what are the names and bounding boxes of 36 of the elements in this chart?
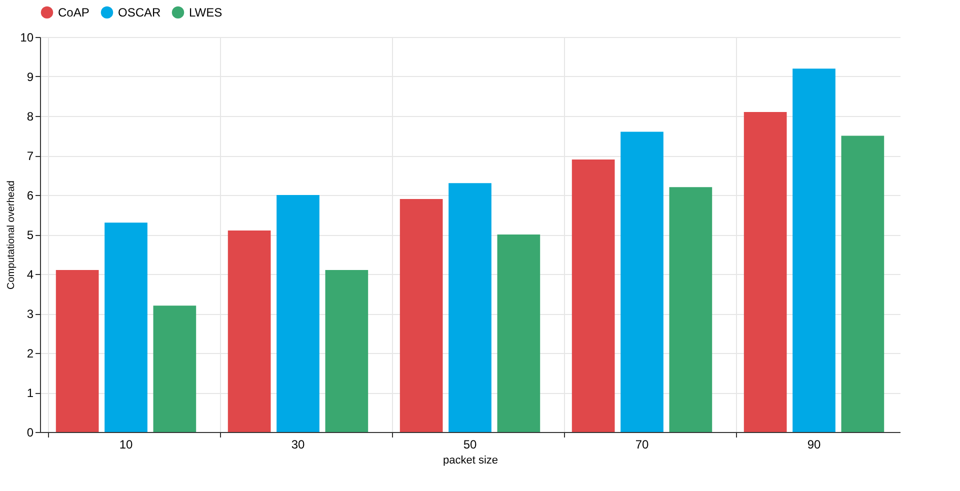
bar <box>572 159 615 432</box>
x-tick-label: 90 <box>807 438 821 452</box>
bar <box>153 306 196 432</box>
x-tick-label: 70 <box>635 438 649 452</box>
x-axis-title: packet size <box>442 454 498 466</box>
y-tick-label: 10 <box>20 30 34 44</box>
y-tick-label: 1 <box>26 386 34 400</box>
y-tick-label: 0 <box>26 426 34 440</box>
x-tick-label: 10 <box>119 438 133 452</box>
legend-label: LWES <box>189 5 222 20</box>
bar <box>104 222 148 432</box>
bar <box>276 195 320 432</box>
bar <box>744 112 787 432</box>
y-axis-title: Computational overhead <box>6 180 18 290</box>
bar <box>400 198 443 432</box>
bar <box>228 230 271 432</box>
x-tick-label: 50 <box>463 438 477 452</box>
x-tick-label: 30 <box>291 438 305 452</box>
y-tick-label: 5 <box>26 228 34 242</box>
legend-label: CoAP <box>58 5 90 20</box>
y-tick-label: 6 <box>26 188 34 202</box>
y-tick-label: 3 <box>26 307 34 321</box>
y-tick-label: 7 <box>26 149 34 163</box>
bar <box>792 68 836 432</box>
bar <box>497 234 540 432</box>
bar <box>448 183 492 432</box>
y-tick-label: 9 <box>26 70 34 84</box>
bar <box>620 132 664 432</box>
bar <box>56 270 99 432</box>
bar <box>669 187 712 432</box>
bar <box>325 270 368 432</box>
legend-label: OSCAR <box>118 5 162 20</box>
y-tick-label: 4 <box>26 268 34 282</box>
y-tick-label: 2 <box>26 346 34 360</box>
y-tick-label: 8 <box>26 110 34 124</box>
bar <box>841 136 884 432</box>
